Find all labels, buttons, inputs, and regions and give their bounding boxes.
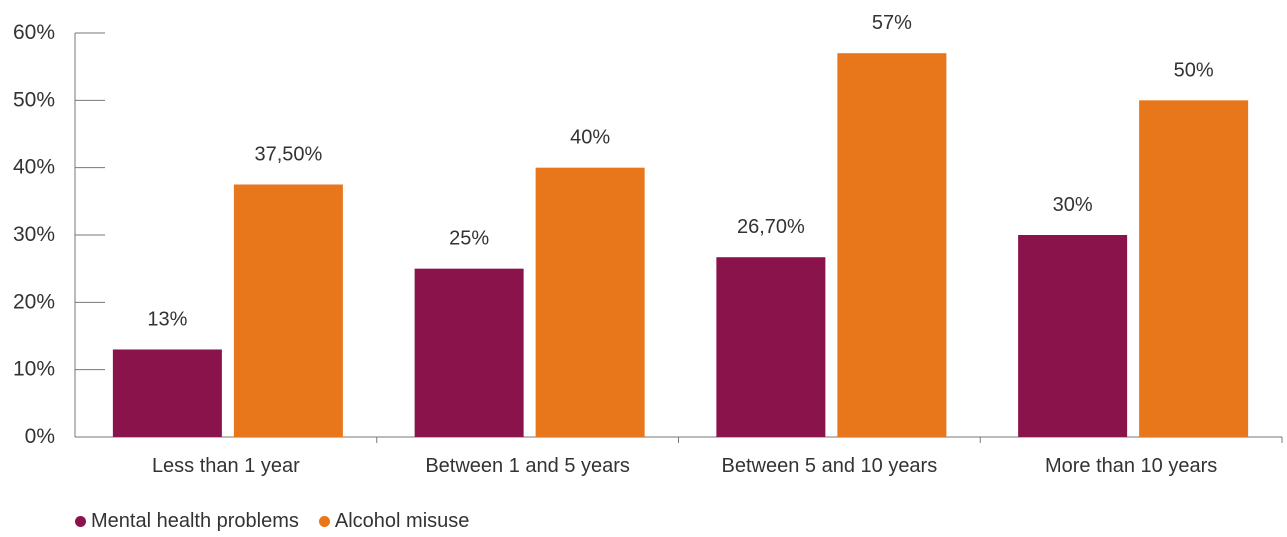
- legend-label-mental-health: Mental health problems: [91, 510, 299, 532]
- y-tick-label: 40%: [13, 156, 55, 179]
- data-label-mental-health-problems: 30%: [1053, 194, 1093, 216]
- y-tick-label: 20%: [13, 290, 55, 313]
- bar-mental-health-problems: [1018, 235, 1128, 437]
- data-label-alcohol-misuse: 50%: [1174, 59, 1214, 81]
- legend-label-alcohol-misuse: Alcohol misuse: [334, 510, 470, 532]
- x-category-label: More than 10 years: [1045, 455, 1217, 477]
- x-category-label: Between 5 and 10 years: [722, 455, 938, 477]
- data-label-mental-health-problems: 13%: [147, 308, 187, 330]
- bar-chart: 0% 10% 20% 30% 40% 50% 60% Less than 1 year Bet…: [13, 12, 1283, 477]
- y-tick-label: 10%: [13, 358, 55, 381]
- legend-marker-alcohol-misuse: [318, 516, 330, 527]
- bar-alcohol-misuse: [837, 53, 947, 437]
- data-label-alcohol-misuse: 37,50%: [254, 144, 322, 166]
- y-tick-label: 50%: [13, 88, 55, 111]
- x-axis: Less than 1 year Between 1 and 5 years Bet…: [75, 436, 1283, 477]
- bar-mental-health-problems: [414, 268, 524, 437]
- bar-alcohol-misuse: [1139, 100, 1249, 437]
- bar-mental-health-problems: [716, 257, 826, 437]
- bar-alcohol-misuse: [233, 184, 343, 437]
- y-tick-label: 60%: [13, 21, 55, 44]
- data-label-alcohol-misuse: 57%: [872, 12, 912, 34]
- bar-labels-group: 13% 37,50% 25% 40% 26,70% 57% 30% 50%: [147, 12, 1213, 330]
- legend-item-alcohol-misuse: Alcohol misuse: [318, 510, 470, 533]
- bars-group: [112, 53, 1249, 437]
- legend-item-mental-health: Mental health problems: [75, 510, 299, 533]
- data-label-mental-health-problems: 25%: [449, 228, 489, 250]
- y-axis: 0% 10% 20% 30% 40% 50% 60%: [13, 21, 105, 448]
- data-label-alcohol-misuse: 40%: [570, 127, 610, 149]
- bar-alcohol-misuse: [535, 167, 645, 437]
- y-tick-label: 0%: [25, 425, 55, 448]
- x-category-label: Less than 1 year: [152, 455, 300, 477]
- x-category-label: Between 1 and 5 years: [425, 455, 630, 477]
- legend-marker-mental-health: [75, 516, 86, 527]
- y-tick-label: 30%: [13, 223, 55, 246]
- data-label-mental-health-problems: 26,70%: [737, 216, 805, 238]
- bar-mental-health-problems: [112, 349, 222, 437]
- legend: Mental health problems Alcohol misuse: [75, 510, 489, 533]
